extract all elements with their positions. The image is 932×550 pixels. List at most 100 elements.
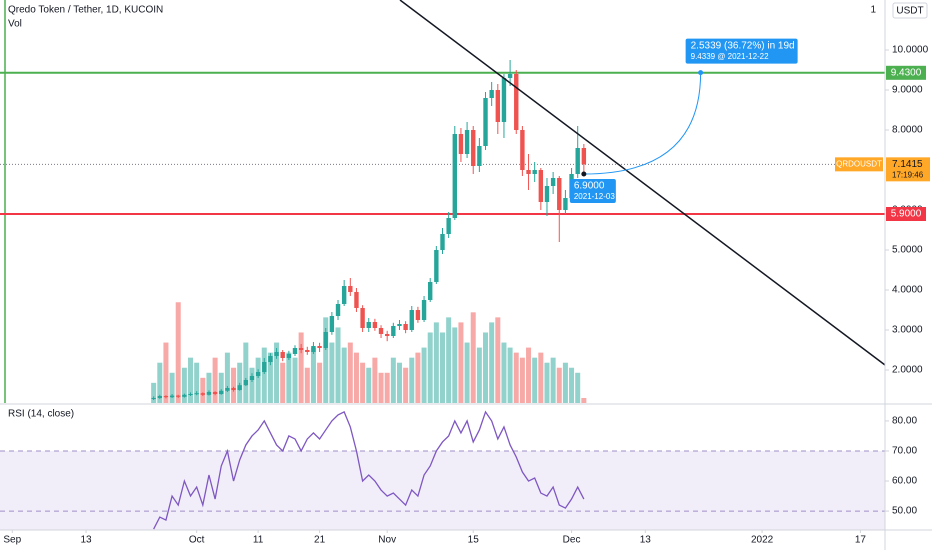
volume-bar (194, 362, 200, 403)
candle-body (397, 324, 402, 326)
y-tick-label: 2.0000 (892, 365, 923, 376)
volume-bar (366, 367, 372, 403)
candle-body (262, 362, 267, 372)
rsi-tick-label: 50.00 (892, 506, 917, 517)
volume-bar (310, 347, 316, 403)
volume-bar (440, 332, 445, 403)
volume-bar (249, 367, 255, 403)
volume-bar (409, 357, 415, 403)
y-tick-label: 9.0000 (892, 85, 923, 96)
candle-body (520, 130, 525, 170)
projection-arc (583, 72, 702, 175)
y-tick-label: 3.0000 (892, 325, 923, 336)
x-tick-label: 13 (640, 535, 652, 546)
candle-body (409, 310, 414, 330)
candle-body (501, 78, 507, 122)
volume-bar (427, 332, 433, 403)
candle-body (581, 148, 587, 165)
volume-bar (304, 367, 310, 403)
volume-bar (384, 372, 390, 403)
candle-body (163, 396, 169, 398)
volume-bar (433, 322, 439, 403)
volume-bar (286, 352, 292, 403)
candle-body (188, 394, 193, 395)
candle-body (452, 134, 457, 218)
volume-bar (231, 367, 237, 403)
x-tick-label: 13 (80, 535, 92, 546)
candle-body (446, 218, 451, 234)
candle-body (157, 396, 162, 398)
chart-title: Qredo Token / Tether, 1D, KUCOIN (8, 5, 163, 16)
candle-body (151, 398, 156, 399)
candle-body (243, 380, 249, 386)
volume-bar (464, 342, 470, 403)
candle-body (483, 98, 488, 146)
candle-body (225, 388, 230, 391)
candle-body (477, 146, 482, 166)
candle-body (532, 170, 537, 174)
volume-bar (317, 362, 323, 403)
candle-body (464, 130, 470, 154)
candle-body (550, 178, 556, 186)
candle-body (194, 393, 199, 395)
level-label-box (886, 207, 926, 221)
level-label-box (886, 65, 926, 80)
volume-bar (335, 327, 341, 403)
volume-bar (476, 347, 482, 403)
candle-body (415, 310, 421, 320)
volume-bar (489, 322, 495, 403)
rsi-tick-label: 70.00 (892, 446, 917, 457)
candle-body (421, 300, 427, 320)
candle-body (305, 350, 310, 352)
projection-end (698, 70, 704, 76)
volume-bar (501, 342, 507, 403)
volume-bar (181, 367, 187, 403)
volume-bar (200, 377, 206, 403)
volume-bar (403, 367, 409, 403)
candle-body (323, 332, 328, 348)
candle-body (489, 90, 494, 98)
candle-body (200, 393, 206, 395)
currency-box[interactable] (892, 2, 928, 19)
projection-start-box (569, 179, 616, 203)
candle-body (495, 90, 501, 122)
volume-bar (415, 352, 421, 403)
x-tick-label: 15 (468, 535, 480, 546)
candle-body (268, 356, 273, 362)
volume-bar (298, 332, 304, 403)
rsi-pane (0, 410, 885, 530)
currency[interactable]: USDT (896, 6, 923, 17)
volume-bar (353, 352, 359, 403)
candle-body (378, 328, 384, 334)
volume-bar (483, 332, 489, 403)
volume-bar (581, 397, 587, 403)
projection-summary: 2.5339 (36.72%) in 19d (691, 40, 795, 51)
candle-body (280, 352, 285, 358)
candle-body (298, 348, 304, 350)
candle-body (169, 395, 175, 398)
projection-start-date: 2021-12-03 (574, 192, 615, 201)
x-tick-label: Nov (378, 535, 396, 546)
x-tick-label: 17 (855, 535, 867, 546)
candle-body (255, 372, 261, 376)
candle-body (206, 392, 212, 395)
rsi-line (153, 410, 585, 530)
scale-label: 1 (870, 5, 876, 16)
volume-bar (224, 352, 230, 403)
candle-body (384, 334, 390, 336)
candle-body (557, 178, 562, 210)
candle-body (212, 392, 218, 394)
volume-bar (341, 347, 347, 403)
level-label: 5.9000 (891, 209, 922, 220)
volume-bar (390, 357, 396, 403)
candle-body (458, 134, 464, 154)
volume-bar (562, 362, 568, 403)
candle-body (428, 282, 433, 300)
volume-bar (151, 382, 157, 403)
candle-body (286, 354, 292, 358)
volume-bar (470, 312, 476, 403)
candle-body (526, 170, 531, 174)
candle-body (440, 234, 445, 250)
candle-body (348, 286, 353, 292)
volume-bar (538, 352, 544, 403)
